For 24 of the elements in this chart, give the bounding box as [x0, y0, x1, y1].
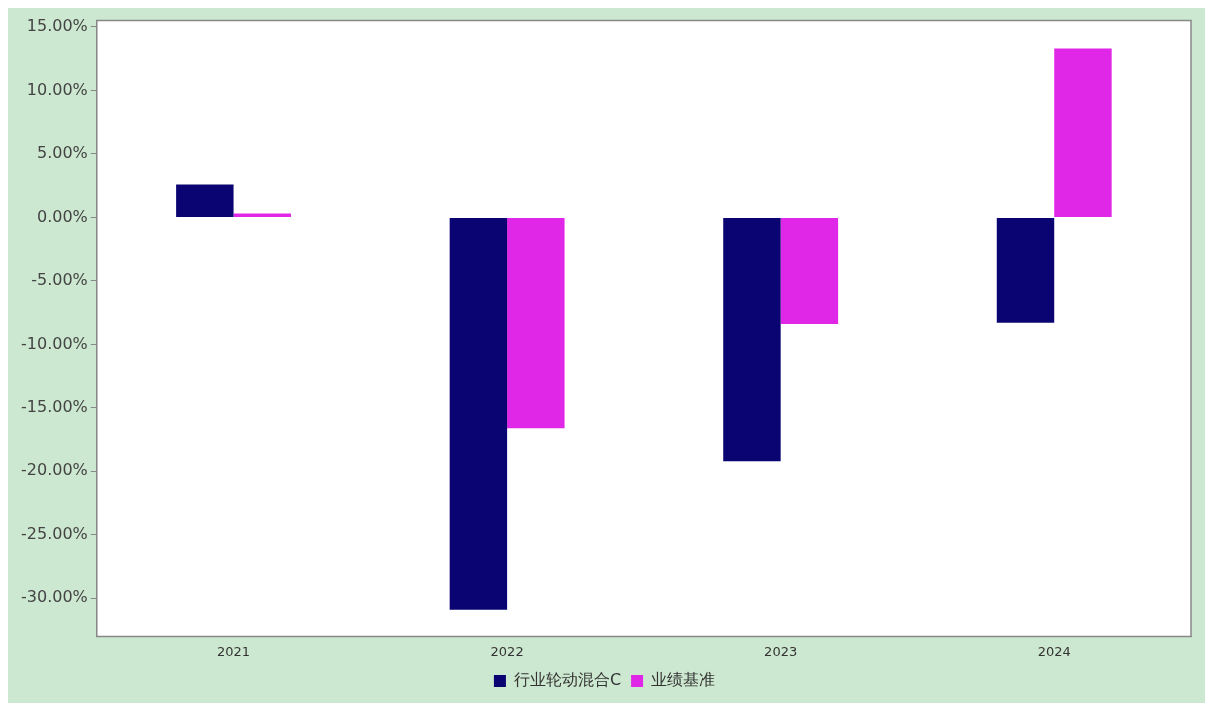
y-tick-label: -15.00% — [21, 397, 88, 417]
x-tick-label: 2023 — [764, 643, 798, 659]
y-tick-label: 10.00% — [26, 79, 88, 99]
bar — [996, 217, 1055, 323]
bar — [176, 184, 234, 217]
x-tick-label: 2021 — [217, 643, 251, 659]
y-tick-label: 15.00% — [26, 16, 88, 36]
x-tick-label: 2024 — [1037, 643, 1071, 659]
legend-label: 行业轮动混合C — [513, 670, 622, 690]
bar — [507, 217, 565, 429]
bar — [780, 217, 839, 325]
bar — [233, 213, 292, 217]
legend-label: 业绩基准 — [651, 670, 716, 690]
y-tick-label: -10.00% — [21, 333, 88, 353]
x-tick-label: 2022 — [490, 643, 524, 659]
bar — [723, 217, 781, 462]
y-tick-label: 0.00% — [36, 206, 88, 226]
y-tick-label: 5.00% — [36, 143, 88, 163]
y-tick-label: -30.00% — [21, 587, 88, 607]
y-tick-label: -20.00% — [21, 460, 88, 480]
bar — [1054, 48, 1112, 217]
y-tick-label: -5.00% — [31, 270, 88, 290]
y-tick-label: -25.00% — [21, 523, 88, 543]
bar — [449, 217, 508, 610]
